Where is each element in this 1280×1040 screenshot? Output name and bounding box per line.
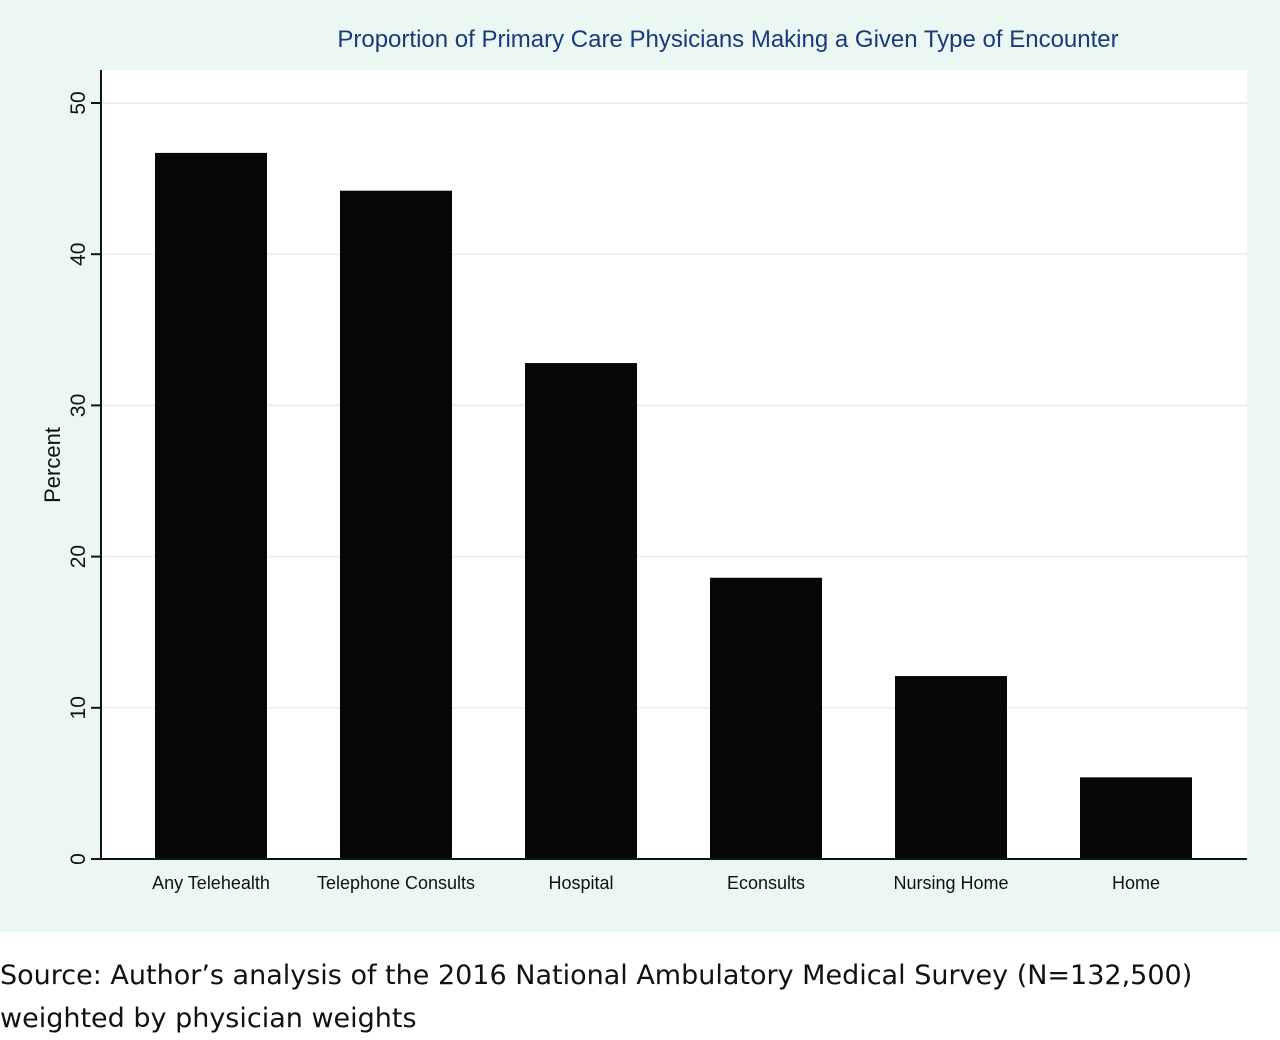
y-tick-label: 10 — [67, 696, 90, 719]
y-tick-label: 40 — [67, 243, 90, 266]
chart-title: Proportion of Primary Care Physicians Ma… — [337, 26, 1118, 53]
y-axis-title: Percent — [40, 427, 65, 503]
y-tick-label: 0 — [67, 853, 90, 865]
bar-econsults — [710, 577, 822, 859]
bar-home — [1080, 777, 1192, 859]
y-tick-label: 30 — [67, 394, 90, 417]
x-tick-label: Econsults — [727, 873, 805, 893]
source-caption-line-1: Source: Author’s analysis of the 2016 Na… — [0, 960, 1193, 991]
chart-panel: 0 10 20 30 40 50 Any Telehealth Telephone Cons… — [0, 0, 1280, 932]
y-tick-label: 20 — [67, 545, 90, 568]
x-tick-label: Home — [1112, 873, 1160, 893]
bar-chart: 0 10 20 30 40 50 Any Telehealth Telephone Cons… — [40, 26, 1247, 893]
plot-area — [101, 70, 1247, 859]
bar-any-telehealth — [155, 152, 267, 859]
bar-nursing-home — [895, 676, 1007, 859]
bar-hospital — [525, 363, 637, 859]
x-tick-label: Hospital — [548, 873, 613, 893]
x-tick-label: Nursing Home — [893, 873, 1008, 893]
bar-telephone-consults — [340, 190, 452, 860]
x-tick-label: Any Telehealth — [152, 873, 270, 893]
x-tick-label: Telephone Consults — [317, 873, 475, 893]
source-caption-line-2: weighted by physician weights — [0, 1003, 417, 1034]
y-tick-label: 50 — [67, 91, 90, 114]
